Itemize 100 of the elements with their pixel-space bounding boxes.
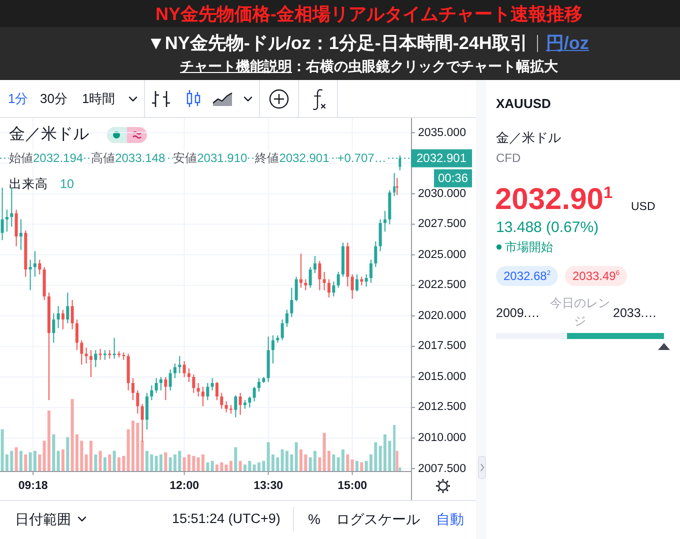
- text: 日付範囲: [15, 510, 71, 529]
- text: チャート機能説明: [180, 58, 292, 74]
- y-tick-label: 2025.000: [418, 248, 466, 263]
- text: %: [308, 510, 320, 529]
- y-tick-label: 2010.000: [418, 431, 466, 446]
- text: XAUUSD: [496, 95, 551, 113]
- bar: [112, 450, 116, 471]
- candlestick: [19, 219, 22, 250]
- chart-title: 出来高: [9, 176, 48, 193]
- bar: [103, 457, 106, 471]
- text: 2033.49$^{6}$: [565, 266, 627, 286]
- text: 13.488 (0.67%): [496, 218, 599, 238]
- y-tick-label: 2022.500: [418, 278, 466, 294]
- y-tick-label: 2030.000: [418, 186, 466, 202]
- candlestick: [112, 338, 116, 359]
- annotation: +0.707…: [337, 151, 386, 165]
- bar: [38, 454, 42, 471]
- candlestick: [299, 254, 302, 288]
- bar: [66, 437, 70, 471]
- bar: [393, 424, 396, 471]
- annotation: 始値: [9, 151, 33, 165]
- y-tick-label: 2027.500: [418, 217, 466, 232]
- bar: [61, 449, 64, 471]
- text: 市場開始: [505, 239, 553, 255]
- bar: [98, 450, 102, 471]
- bar: [47, 410, 50, 471]
- y-tick-label: 2017.500: [418, 339, 466, 354]
- bar: [346, 454, 350, 471]
- annotation: 終値: [255, 151, 280, 165]
- text: 2032.90$^{1}$: [495, 182, 613, 218]
- text: 金／米ドル: [496, 129, 561, 147]
- bar: [14, 447, 18, 471]
- bar: [19, 450, 22, 471]
- y-tick-label: 2015.000: [418, 370, 466, 385]
- bar: [33, 450, 36, 471]
- text: 30分: [40, 90, 68, 108]
- text: USD: [631, 200, 656, 215]
- annotation: 高値: [91, 151, 116, 165]
- candlestick: [5, 210, 8, 232]
- y-tick-label: 2007.500: [418, 462, 466, 477]
- bar: [56, 450, 60, 471]
- text: 自動: [436, 510, 464, 529]
- annotation: 2032.901: [279, 151, 330, 165]
- bar: [234, 447, 238, 471]
- x-tick-label: 15:00: [336, 479, 368, 494]
- candlestick: [33, 251, 36, 277]
- y-tick-label: 2012.500: [418, 400, 466, 416]
- candlestick: [229, 405, 232, 414]
- bar: [350, 459, 354, 471]
- bar: [341, 449, 344, 471]
- candlestick: [103, 350, 106, 360]
- annotation: 2032.194: [33, 151, 84, 165]
- x-tick-label: 09:18: [17, 479, 49, 494]
- x-tick-label: 13:30: [252, 479, 284, 494]
- bar: [396, 450, 398, 471]
- bar: [238, 460, 242, 471]
- x-tick-label: 12:00: [168, 479, 200, 494]
- bar: [164, 452, 168, 471]
- text: 1分: [8, 90, 28, 108]
- annotation: 2033.148: [115, 151, 166, 165]
- text: 1時間: [82, 90, 116, 108]
- candlestick: [117, 351, 120, 358]
- candlestick: [84, 348, 88, 364]
- annotation: 金／米ドル: [9, 125, 89, 145]
- y-tick-label: 2020.000: [418, 308, 466, 324]
- annotation: 10: [60, 176, 74, 193]
- candlestick: [178, 356, 182, 374]
- ref-line-label: 2032.901: [411, 149, 472, 168]
- candlestick: [10, 188, 14, 227]
- candlestick: [28, 260, 32, 290]
- text: 2032.68$^{2}$: [496, 266, 558, 286]
- text: ログスケール: [336, 510, 420, 529]
- text: 00:36: [434, 169, 472, 188]
- bar: [360, 462, 364, 471]
- annotation: 2031.910: [197, 151, 248, 165]
- text: ：右横の虫眼鏡クリックでチャート幅拡大: [292, 58, 558, 74]
- bar: [355, 460, 358, 471]
- bar: [52, 434, 56, 471]
- candlestick: [108, 350, 112, 359]
- text: 15:51:24 (UTC+9): [172, 510, 280, 528]
- bar: [89, 440, 92, 471]
- bar: [210, 460, 214, 471]
- chart-subtitle: ▼NY金先物-ドル/oz：1分足-日本時間-24H取引: [147, 33, 528, 53]
- bar: [159, 454, 162, 471]
- bar: [108, 454, 112, 471]
- bar: [318, 457, 322, 471]
- candlestick: [89, 350, 92, 377]
- text: 今日のレンジ: [549, 295, 611, 330]
- text: CFD: [496, 150, 521, 166]
- bar: [24, 454, 28, 471]
- bar: [332, 454, 336, 471]
- candlestick: [98, 348, 102, 360]
- bar: [206, 462, 210, 471]
- text: 2009.…: [496, 305, 540, 321]
- bar: [398, 467, 402, 471]
- chart-title: NY金先物価格-金相場リアルタイムチャート速報推移: [154, 3, 584, 26]
- annotation: 安値: [173, 151, 198, 165]
- text: 円/oz: [546, 33, 589, 53]
- y-tick-label: 2035.000: [418, 126, 466, 141]
- candlestick: [396, 178, 398, 195]
